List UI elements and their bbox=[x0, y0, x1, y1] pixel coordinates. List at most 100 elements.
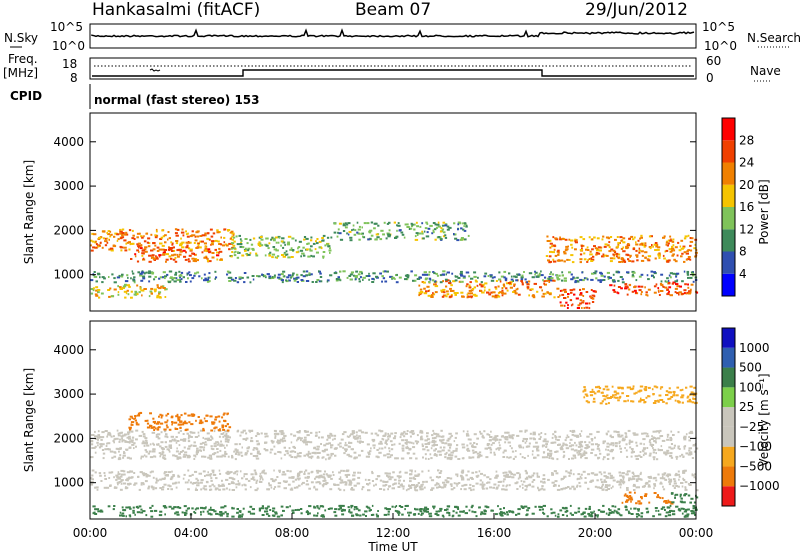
velocity-scatter-cell bbox=[380, 442, 383, 445]
power-scatter-cell bbox=[210, 235, 214, 238]
velocity-scatter-cell bbox=[258, 452, 262, 455]
velocity-scatter-cell bbox=[355, 507, 359, 510]
power-scatter-cell bbox=[168, 249, 171, 252]
velocity-scatter-cell bbox=[350, 433, 354, 436]
power-scatter-cell bbox=[516, 273, 519, 276]
velocity-scatter-cell bbox=[160, 431, 163, 434]
velocity-scatter-cell bbox=[329, 474, 332, 477]
velocity-scatter-cell bbox=[467, 449, 471, 452]
velocity-scatter-cell bbox=[107, 431, 111, 434]
velocity-scatter-cell bbox=[237, 482, 241, 485]
power-scatter-cell bbox=[184, 258, 188, 261]
velocity-scatter-cell bbox=[123, 509, 127, 512]
velocity-scatter-cell bbox=[92, 447, 96, 449]
power-scatter-cell bbox=[633, 289, 637, 292]
power-scatter-cell bbox=[130, 258, 133, 260]
velocity-scatter-cell bbox=[645, 507, 649, 510]
power-scatter-cell bbox=[308, 272, 311, 275]
velocity-scatter-cell bbox=[454, 449, 458, 452]
velocity-scatter-cell bbox=[629, 388, 634, 391]
power-scatter-cell bbox=[128, 285, 131, 288]
velocity-scatter-cell bbox=[630, 498, 634, 501]
power-scatter-cell bbox=[162, 287, 166, 289]
velocity-scatter-cell bbox=[282, 471, 285, 473]
velocity-scatter-cell bbox=[535, 441, 538, 444]
velocity-scatter-cell bbox=[560, 445, 563, 448]
power-scatter-cell bbox=[565, 301, 568, 304]
power-scatter-cell bbox=[121, 228, 125, 231]
power-scatter-cell bbox=[501, 289, 504, 292]
power-scatter-cell bbox=[406, 274, 409, 276]
power-scatter-cell bbox=[563, 279, 567, 282]
power-scatter-cell bbox=[147, 237, 151, 240]
velocity-scatter-cell bbox=[200, 513, 202, 516]
power-scatter-cell bbox=[264, 254, 267, 257]
velocity-scatter-cell bbox=[377, 475, 380, 478]
power-scatter-cell bbox=[352, 228, 355, 231]
velocity-scatter-cell bbox=[579, 435, 582, 437]
power-scatter-cell bbox=[433, 283, 436, 286]
velocity-scatter-cell bbox=[565, 436, 568, 439]
velocity-scatter-cell bbox=[681, 453, 684, 456]
velocity-scatter-cell bbox=[672, 510, 676, 513]
power-scatter-cell bbox=[476, 284, 479, 287]
velocity-scatter-cell bbox=[117, 434, 121, 437]
velocity-scatter-cell bbox=[246, 473, 248, 476]
velocity-scatter-cell bbox=[607, 430, 610, 433]
velocity-scatter-cell bbox=[128, 437, 132, 440]
velocity-scatter-cell bbox=[409, 473, 413, 476]
velocity-scatter-cell bbox=[151, 470, 154, 473]
velocity-scatter-cell bbox=[630, 451, 634, 454]
velocity-scatter-cell bbox=[542, 481, 546, 484]
velocity-scatter-cell bbox=[397, 486, 401, 488]
velocity-scatter-cell bbox=[551, 436, 554, 439]
velocity-scatter-cell bbox=[356, 440, 359, 443]
power-scatter-cell bbox=[684, 292, 687, 295]
velocity-scatter-cell bbox=[679, 493, 682, 496]
power-scatter-cell bbox=[118, 274, 121, 277]
velocity-scatter-cell bbox=[457, 514, 461, 517]
velocity-scatter-cell bbox=[146, 426, 151, 429]
velocity-scatter-cell bbox=[480, 511, 484, 514]
power-scatter-cell bbox=[557, 296, 560, 298]
velocity-colorbar-label: Velocity [m s⁻¹] bbox=[757, 373, 771, 466]
power-scatter-cell bbox=[287, 279, 291, 282]
velocity-scatter-cell bbox=[307, 450, 310, 453]
power-scatter-cell bbox=[454, 275, 457, 278]
power-scatter-cell bbox=[454, 279, 458, 282]
velocity-scatter-cell bbox=[376, 434, 380, 437]
velocity-scatter-cell bbox=[674, 494, 676, 497]
power-scatter-cell bbox=[673, 249, 676, 252]
velocity-scatter-cell bbox=[455, 432, 458, 435]
power-scatter-cell bbox=[262, 275, 266, 278]
velocity-scatter-cell bbox=[170, 435, 174, 438]
velocity-scatter-cell bbox=[613, 430, 617, 433]
velocity-scatter-cell bbox=[659, 477, 664, 480]
power-scatter-cell bbox=[440, 227, 443, 230]
velocity-scatter-cell bbox=[158, 415, 160, 418]
power-scatter-cell bbox=[241, 246, 245, 249]
power-scatter-cell bbox=[320, 280, 323, 283]
velocity-scatter-cell bbox=[641, 432, 644, 435]
power-scatter-cell bbox=[193, 242, 196, 244]
velocity-scatter-cell bbox=[209, 513, 213, 516]
power-scatter-cell bbox=[180, 278, 183, 281]
velocity-scatter-cell bbox=[426, 510, 429, 513]
power-scatter-cell bbox=[287, 241, 290, 244]
velocity-scatter-cell bbox=[514, 455, 517, 458]
velocity-scatter-cell bbox=[441, 435, 445, 438]
velocity-scatter-cell bbox=[270, 478, 274, 481]
velocity-scatter-cell bbox=[619, 481, 622, 484]
power-scatter-cell bbox=[396, 229, 398, 232]
power-scatter-cell bbox=[676, 285, 680, 288]
power-scatter-cell bbox=[589, 253, 593, 256]
velocity-scatter-cell bbox=[161, 488, 165, 491]
power-scatter-cell bbox=[223, 241, 226, 244]
velocity-scatter-cell bbox=[306, 475, 310, 478]
velocity-scatter-cell bbox=[324, 470, 326, 473]
velocity-scatter-cell bbox=[292, 480, 295, 483]
power-scatter-cell bbox=[189, 274, 192, 277]
power-scatter-cell bbox=[406, 226, 410, 228]
power-scatter-cell bbox=[640, 234, 643, 237]
velocity-scatter-cell bbox=[202, 436, 204, 439]
